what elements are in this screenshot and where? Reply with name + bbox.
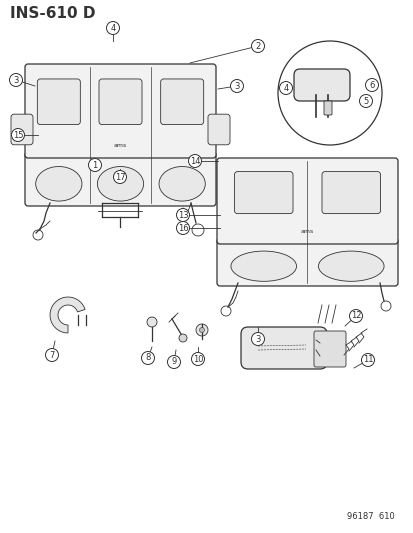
Circle shape [147, 317, 157, 327]
FancyBboxPatch shape [323, 101, 331, 115]
Ellipse shape [230, 251, 296, 281]
FancyBboxPatch shape [321, 172, 380, 214]
Circle shape [277, 41, 381, 145]
Circle shape [361, 353, 374, 367]
FancyBboxPatch shape [99, 79, 142, 125]
Text: ams: ams [114, 142, 127, 148]
Text: 3: 3 [13, 76, 19, 85]
FancyBboxPatch shape [207, 114, 230, 145]
Circle shape [199, 327, 204, 333]
Text: 3: 3 [255, 335, 260, 343]
Circle shape [88, 158, 101, 172]
Ellipse shape [36, 166, 82, 201]
Text: 3: 3 [234, 82, 239, 91]
Polygon shape [50, 297, 85, 333]
Circle shape [358, 94, 372, 108]
Text: 4: 4 [282, 84, 288, 93]
Circle shape [12, 128, 24, 141]
Circle shape [365, 78, 377, 92]
Circle shape [251, 39, 264, 52]
Ellipse shape [97, 166, 143, 201]
Text: 2: 2 [255, 42, 260, 51]
Text: 10: 10 [192, 354, 203, 364]
FancyBboxPatch shape [25, 152, 216, 206]
Text: 14: 14 [189, 157, 200, 166]
Text: 9: 9 [171, 358, 176, 367]
Circle shape [167, 356, 180, 368]
Text: 11: 11 [362, 356, 373, 365]
FancyBboxPatch shape [240, 327, 326, 369]
Ellipse shape [159, 166, 205, 201]
Circle shape [113, 171, 126, 183]
Circle shape [45, 349, 58, 361]
FancyBboxPatch shape [11, 114, 33, 145]
Text: 1: 1 [92, 160, 97, 169]
Circle shape [279, 82, 292, 94]
Ellipse shape [318, 251, 383, 281]
Circle shape [9, 74, 22, 86]
FancyBboxPatch shape [216, 158, 397, 244]
Text: 96187  610: 96187 610 [347, 512, 394, 521]
Circle shape [195, 324, 207, 336]
Circle shape [251, 333, 264, 345]
Circle shape [230, 79, 243, 93]
Text: 8: 8 [145, 353, 150, 362]
Text: 12: 12 [350, 311, 361, 320]
FancyBboxPatch shape [160, 79, 203, 125]
Circle shape [106, 21, 119, 35]
Circle shape [191, 352, 204, 366]
Circle shape [141, 351, 154, 365]
Text: 13: 13 [177, 211, 188, 220]
Circle shape [176, 222, 189, 235]
Text: 16: 16 [177, 223, 188, 232]
Circle shape [188, 155, 201, 167]
Circle shape [178, 334, 187, 342]
FancyBboxPatch shape [234, 172, 292, 214]
Text: ams: ams [300, 229, 313, 233]
Text: 7: 7 [49, 351, 55, 359]
Text: 6: 6 [368, 80, 374, 90]
FancyBboxPatch shape [313, 331, 345, 367]
Circle shape [176, 208, 189, 222]
Text: 17: 17 [114, 173, 125, 182]
FancyBboxPatch shape [293, 69, 349, 101]
Text: 5: 5 [363, 96, 368, 106]
Text: 4: 4 [110, 23, 115, 33]
Text: INS-610 D: INS-610 D [10, 5, 95, 20]
Circle shape [349, 310, 362, 322]
FancyBboxPatch shape [37, 79, 80, 125]
FancyBboxPatch shape [216, 238, 397, 286]
FancyBboxPatch shape [25, 64, 216, 158]
Text: 15: 15 [13, 131, 23, 140]
